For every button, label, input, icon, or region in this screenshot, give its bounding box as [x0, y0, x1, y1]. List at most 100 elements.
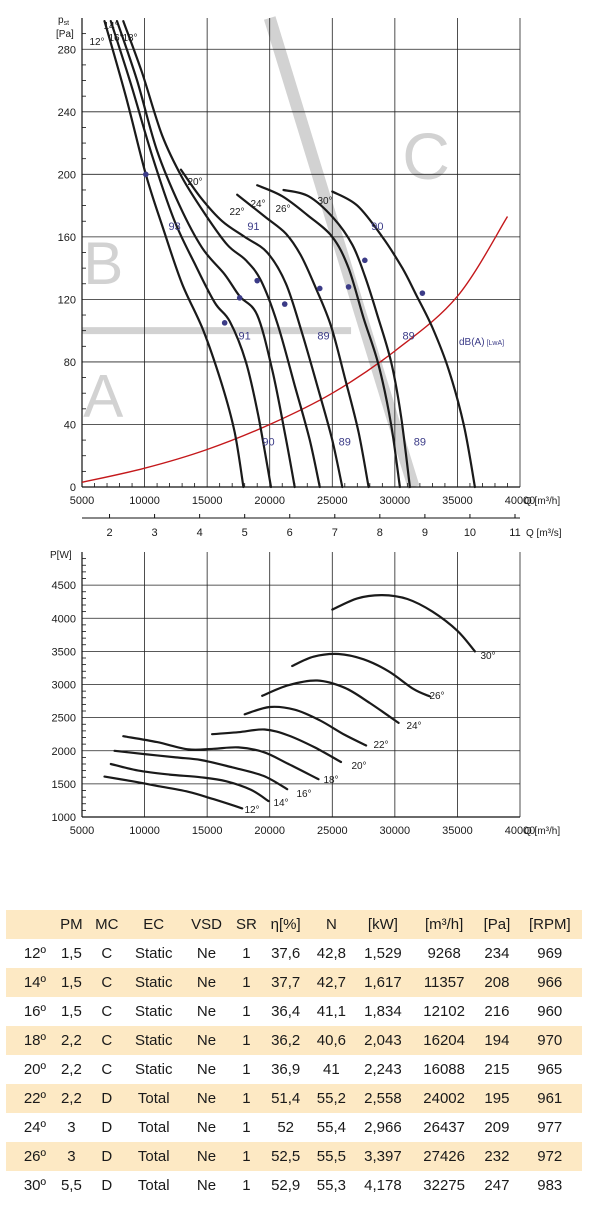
table-cell: 970 [517, 1026, 582, 1055]
pressure-curve-label: 12° [89, 37, 104, 48]
table-cell: Total [137, 1119, 170, 1136]
x-tick-label: 20000 [254, 825, 285, 837]
sound-power-label: dB(A) [LwA] [459, 337, 504, 348]
db-annotation: 93 [168, 221, 180, 233]
operating-point-marker [236, 295, 243, 301]
table-header-cell: [Pa] [476, 910, 518, 939]
table-cell: 983 [537, 1177, 563, 1194]
table-row: 16º 1,5 C Static Ne 1 36,4 41,1 1,834 12102 216 960 [6, 997, 582, 1026]
table-cell: D [101, 1119, 113, 1136]
table-cell: Ne [182, 1142, 231, 1171]
table-cell: 1,834 [364, 1003, 402, 1020]
table-cell: 52,9 [271, 1177, 301, 1194]
table-cell: 55,5 [308, 1142, 354, 1171]
table-cell: 194 [476, 1026, 518, 1055]
table-cell: Static [124, 1026, 183, 1055]
y-tick-label: 1500 [52, 779, 76, 791]
region-label-a: A [83, 363, 123, 430]
db-annotation: 90 [371, 221, 383, 233]
x-tick-label: 40000 [505, 495, 536, 507]
pressure-curve-4 [179, 168, 344, 489]
table-cell: Total [137, 1177, 170, 1194]
table-cell: 209 [484, 1119, 510, 1136]
sound-power-unit-sub: [LwA] [487, 340, 505, 347]
table-row-label: 26º [6, 1142, 54, 1171]
table-cell: 52,5 [262, 1142, 309, 1171]
table-cell: 42,8 [316, 945, 346, 962]
table-cell: C [101, 1061, 113, 1078]
table-cell: 55,2 [308, 1084, 354, 1113]
table-cell: Ne [182, 1084, 231, 1113]
operating-point-marker [143, 171, 149, 178]
secondary-x-axis-label: Q [m³/s] [526, 528, 562, 539]
secondary-x-tick-label: 9 [422, 527, 428, 539]
table-cell: 24002 [411, 1084, 477, 1113]
region-label-c: C [402, 119, 450, 193]
sound-curve-layer [81, 216, 509, 483]
table-header-cell: η[%] [262, 910, 309, 939]
power-curve-4 [211, 728, 343, 764]
table-cell: 16088 [423, 1061, 465, 1078]
fan-performance-charts: BA C 0 40 80 120 160 200 240 280 5000 10000 15000 20… [50, 15, 562, 837]
table-cell: 1,529 [364, 945, 402, 962]
table-cell: Ne [196, 945, 217, 962]
operating-point-marker [362, 257, 368, 264]
y-tick-label: 1000 [52, 812, 76, 824]
table-body: 12º 1,5 C Static Ne 1 37,6 42,8 1,529 9268 234 969 1… [6, 939, 582, 1200]
table-cell: 1 [242, 1119, 251, 1136]
y-tick-label: 0 [70, 482, 76, 494]
power-curve-1 [109, 762, 270, 803]
power-curve-2 [113, 749, 289, 791]
table-cell: Ne [196, 1119, 217, 1136]
table-cell: 2,558 [353, 1084, 412, 1113]
table-cell: 51,4 [262, 1084, 309, 1113]
power-curve-label: 14° [273, 798, 288, 809]
table-cell: 1,617 [353, 968, 412, 997]
pressure-curve-label: 18° [122, 33, 137, 44]
table-cell: 41 [323, 1061, 340, 1078]
pressure-curve-5 [236, 193, 370, 489]
x-tick-label: 35000 [442, 825, 473, 837]
table-cell: 3 [54, 1142, 89, 1171]
table-row: 20º 2,2 C Static Ne 1 36,9 41 2,243 16088 215 965 [6, 1055, 582, 1084]
db-annotation: 90 [262, 437, 274, 449]
x-tick-label: 35000 [442, 495, 473, 507]
y-tick-label: 240 [58, 107, 76, 119]
secondary-x-tick-label: 8 [377, 527, 383, 539]
table-cell: 12102 [423, 1003, 465, 1020]
operating-point-marker [221, 320, 228, 326]
y-tick-label: 120 [58, 294, 76, 306]
table-header-cell: [kW] [353, 910, 412, 939]
table-cell: 2,2 [60, 1061, 82, 1078]
table-header-cell: [m³/h] [411, 910, 477, 939]
table-cell: 36,4 [271, 1003, 301, 1020]
power-curve-label: 22° [373, 740, 388, 751]
table-cell: 1 [242, 1061, 251, 1078]
table-cell: 2,043 [353, 1026, 412, 1055]
table-cell: 2,966 [364, 1119, 402, 1136]
secondary-x-tick-label: 3 [152, 527, 158, 539]
table-header-cell [6, 910, 54, 939]
table-cell: 42,7 [308, 968, 354, 997]
secondary-x-tick-label: 6 [287, 527, 293, 539]
table-cell: 232 [476, 1142, 518, 1171]
pressure-curve-3 [122, 20, 321, 489]
y-tick-label: 4500 [52, 580, 76, 592]
power-curve-label: 24° [406, 721, 421, 732]
curve-layer [103, 20, 476, 810]
table-cell: 2,2 [54, 1084, 89, 1113]
table-cell: 55,3 [316, 1177, 346, 1194]
secondary-x-tick-label: 4 [197, 527, 203, 539]
x-tick-label: 10000 [129, 495, 160, 507]
operating-point-marker [254, 277, 260, 284]
y-tick-label: 2000 [52, 746, 76, 758]
table-cell: 966 [517, 968, 582, 997]
table-cell: 195 [476, 1084, 518, 1113]
sound-power-curve [81, 216, 509, 483]
pressure-curve-7 [282, 188, 411, 489]
pressure-curve-label: 26° [275, 204, 290, 215]
y-tick-label: 4000 [52, 613, 76, 625]
table-row: 24º 3 D Total Ne 1 52 55,4 2,966 26437 209 977 [6, 1113, 582, 1142]
db-annotation: 89 [402, 330, 414, 342]
y-tick-label: 160 [58, 232, 76, 244]
